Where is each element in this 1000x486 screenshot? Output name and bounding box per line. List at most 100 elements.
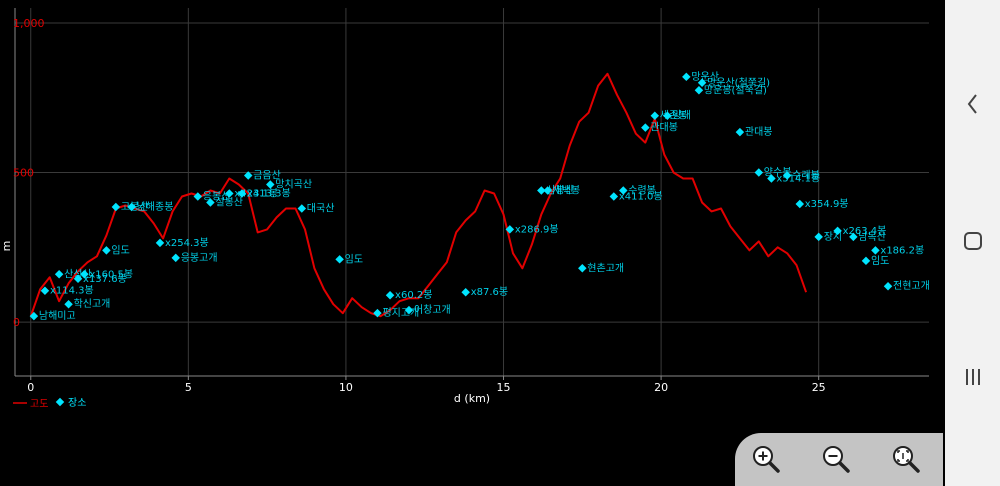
- zoom-fit-button[interactable]: [884, 439, 928, 479]
- recents-button[interactable]: [945, 357, 1000, 397]
- place-label: 어창고개: [414, 304, 451, 316]
- zoom-fit-icon: [893, 446, 920, 473]
- place-marker: [111, 202, 121, 212]
- y-tick-label: 0: [13, 316, 20, 329]
- x-tick-label: 10: [339, 381, 353, 394]
- place-marker: [206, 198, 215, 207]
- place-label: 응봉고개: [181, 252, 218, 264]
- place-label: x286.9봉: [515, 223, 559, 235]
- place-marker: [694, 86, 704, 95]
- place-label: 임도: [871, 254, 889, 267]
- x-tick-label: 25: [812, 381, 826, 394]
- place-marker: [682, 72, 691, 82]
- x-tick-label: 0: [27, 381, 34, 394]
- place-label: x87.6봉: [471, 286, 508, 298]
- grid-lines: [15, 8, 929, 376]
- place-marker: [127, 202, 136, 212]
- place-marker: [297, 204, 307, 213]
- place-marker: [29, 311, 39, 321]
- zoom-out-icon: [823, 446, 850, 473]
- place-label: x423.1봉: [234, 187, 278, 199]
- place-marker: [609, 192, 619, 201]
- place-label: 세백봉: [553, 185, 581, 197]
- place-label: x254.3봉: [165, 237, 209, 249]
- place-marker: [814, 232, 823, 242]
- elevation-series: [29, 72, 808, 318]
- place-label: 관대봉: [650, 122, 678, 134]
- place-label: 관대봉: [745, 126, 773, 138]
- place-label: x160.5봉: [89, 268, 133, 280]
- place-marker: [54, 270, 64, 279]
- place-marker: [237, 189, 247, 198]
- place-label: 남해종봉: [137, 200, 174, 213]
- place-marker: [404, 305, 414, 315]
- back-button[interactable]: [945, 84, 1000, 124]
- tick-labels: 0 5 10 15 20 25 0 500 1,000: [13, 17, 826, 394]
- place-label: x114.3봉: [50, 285, 94, 297]
- place-label: 남목산: [858, 231, 886, 243]
- place-label: 설봉산: [215, 196, 243, 208]
- y-tick-label: 500: [13, 167, 34, 180]
- place-label: 망운산(철쭉길): [707, 76, 770, 89]
- place-marker: [373, 308, 382, 318]
- x-tick-label: 15: [497, 381, 511, 394]
- place-label: x60.2봉: [395, 289, 432, 301]
- y-axis-label: m: [0, 241, 13, 252]
- place-label: 수령봉: [628, 185, 656, 197]
- zoom-out-button[interactable]: [814, 439, 858, 479]
- place-label: x411.0봉: [619, 190, 663, 202]
- place-marker: [754, 168, 764, 177]
- place-marker: [225, 189, 234, 198]
- place-label: 남해미고: [39, 309, 76, 322]
- place-marker: [735, 127, 745, 137]
- place-label: x186.2봉: [880, 244, 924, 256]
- zoom-in-button[interactable]: [744, 439, 788, 479]
- place-marker: [266, 180, 275, 189]
- axes: [14, 8, 929, 380]
- place-label: 전현고개: [893, 280, 930, 292]
- place-marker: [641, 123, 650, 132]
- place-marker: [40, 286, 50, 295]
- legend-label-places: 장소: [68, 397, 86, 409]
- place-label: 망운봉(철쭉길): [704, 83, 767, 96]
- system-nav-bar: [945, 0, 1000, 486]
- place-label: x413.3봉: [247, 187, 291, 199]
- place-marker: [385, 290, 395, 300]
- place-marker: [243, 171, 253, 180]
- place-label: 임도: [111, 243, 129, 256]
- zoom-controls: [735, 433, 943, 486]
- x-tick-label: 20: [654, 381, 668, 394]
- place-label: 삼봉산: [546, 185, 574, 197]
- recents-icon: [965, 369, 980, 385]
- place-markers: 남해미고x114.3봉산성산학신고개x160.5봉x137.6봉임도고봉산남해종…: [29, 71, 930, 322]
- y-tick-label: 1,000: [13, 17, 45, 30]
- place-label: 망대: [672, 110, 690, 122]
- place-marker: [650, 111, 660, 120]
- place-marker: [73, 274, 83, 284]
- place-marker: [193, 192, 203, 201]
- place-label: 금음산: [253, 170, 281, 182]
- x-tick-label: 5: [185, 381, 192, 394]
- place-label: 대국산: [307, 202, 335, 214]
- place-marker: [80, 270, 89, 279]
- place-marker: [171, 253, 180, 263]
- place-marker: [335, 255, 344, 264]
- zoom-in-icon: [753, 446, 780, 473]
- place-marker: [102, 246, 111, 255]
- place-marker: [861, 256, 871, 266]
- place-marker: [505, 225, 515, 234]
- place-label: 망운산: [691, 71, 719, 83]
- elevation-line: [29, 72, 808, 318]
- place-marker: [795, 199, 805, 209]
- home-button[interactable]: [945, 221, 1000, 261]
- place-label: 임도: [345, 252, 363, 265]
- legend: 고도 장소: [13, 397, 86, 410]
- place-marker: [461, 287, 470, 297]
- x-axis-label: d (km): [454, 392, 490, 405]
- place-label: x354.9봉: [805, 198, 849, 210]
- place-label: x137.6봉: [83, 273, 127, 285]
- legend-diamond-swatch: [55, 397, 65, 407]
- place-marker: [871, 246, 880, 255]
- place-marker: [578, 264, 587, 273]
